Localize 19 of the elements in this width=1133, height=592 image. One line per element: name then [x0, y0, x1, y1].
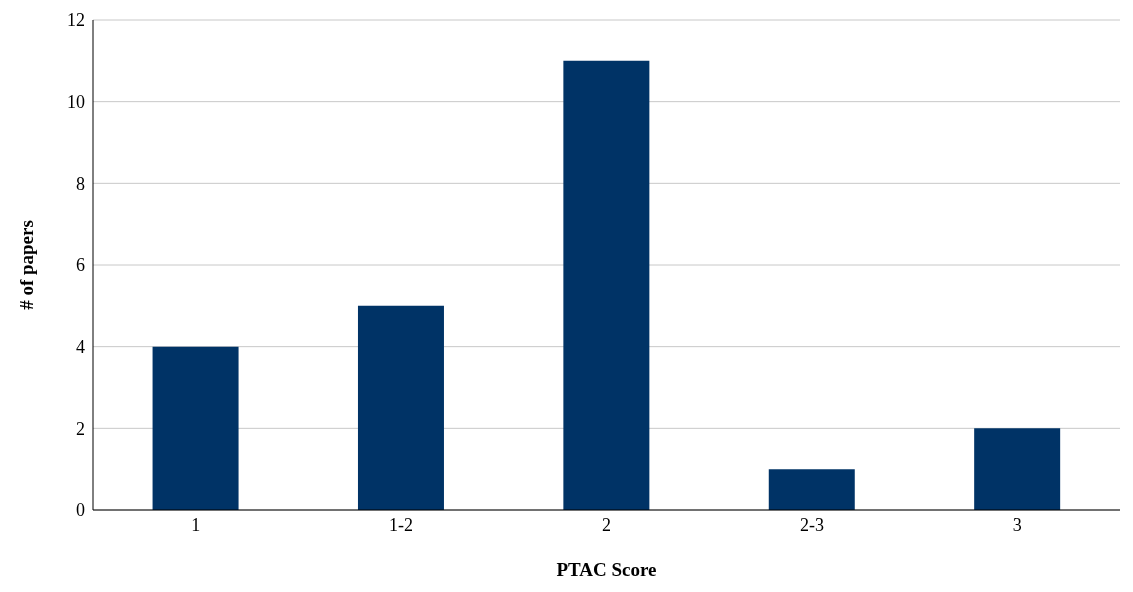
y-tick-label: 4 [76, 337, 85, 358]
y-tick-label: 6 [76, 255, 85, 276]
bar [357, 305, 444, 510]
x-tick-label: 1-2 [389, 514, 414, 535]
y-tick-label: 2 [76, 418, 85, 439]
bar [768, 469, 855, 510]
x-tick-label: 2 [602, 514, 611, 535]
y-tick-label: 10 [67, 92, 85, 113]
bar [563, 60, 650, 510]
y-tick-label: 0 [76, 500, 85, 521]
bar [152, 346, 239, 510]
x-tick-label: 1 [191, 514, 201, 535]
y-axis-title: # of papers [15, 220, 37, 310]
y-tick-label: 12 [67, 10, 85, 31]
x-tick-label: 2-3 [799, 514, 824, 535]
x-axis-title: PTAC Score [556, 559, 657, 580]
x-tick-label: 3 [1012, 514, 1022, 535]
y-tick-label: 8 [76, 173, 85, 194]
bar [974, 428, 1061, 510]
